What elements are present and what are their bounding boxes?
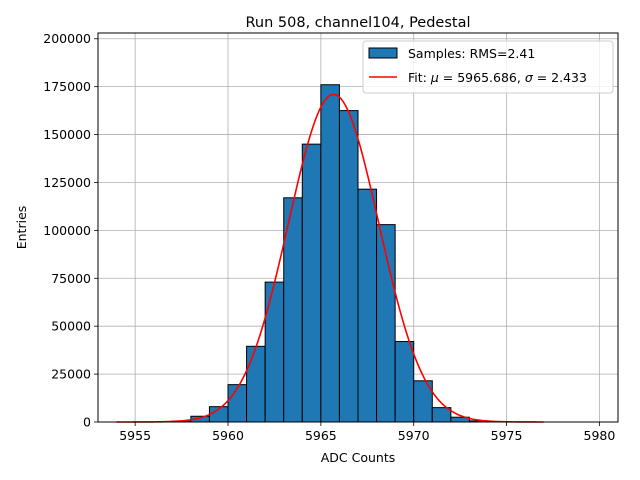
histogram-bar [357, 188, 378, 423]
y-tick-label: 200000 [43, 31, 91, 46]
histogram-bar [338, 110, 359, 423]
histogram-bar [394, 341, 415, 423]
fit-curve [116, 93, 544, 423]
histogram-bar [320, 84, 340, 423]
legend-label-fit: Fit: μ = 5965.686, σ = 2.433 [408, 70, 587, 85]
y-tick-label: 150000 [43, 127, 91, 142]
chart-title: Run 508, channel104, Pedestal [245, 15, 470, 31]
legend-swatch-samples [368, 47, 398, 59]
x-axis: 5955 5960 5965 5970 5975 5980 [119, 422, 615, 443]
x-tick-label: 5965 [305, 428, 337, 443]
y-tick-label: 100000 [43, 223, 91, 238]
legend: Samples: RMS=2.41 Fit: μ = 5965.686, σ =… [362, 40, 614, 94]
y-tick-label: 25000 [51, 367, 91, 382]
y-axis-label: Entries [14, 206, 29, 250]
y-tick-label: 75000 [51, 271, 91, 286]
y-tick-label: 50000 [51, 319, 91, 334]
histogram-bar [246, 345, 266, 423]
x-tick-label: 5955 [119, 428, 151, 443]
x-tick-label: 5980 [584, 428, 616, 443]
y-tick-label: 125000 [43, 175, 91, 190]
x-tick-label: 5970 [398, 428, 430, 443]
histogram-bar [301, 143, 322, 423]
histogram-bar [227, 384, 248, 423]
x-tick-label: 5975 [491, 428, 523, 443]
legend-label-samples: Samples: RMS=2.41 [408, 46, 535, 61]
y-tick-label: 175000 [43, 79, 91, 94]
y-tick-label: 0 [83, 415, 91, 430]
x-tick-label: 5960 [212, 428, 244, 443]
x-axis-label: ADC Counts [321, 450, 396, 465]
histogram-bar [264, 281, 285, 423]
plot-frame [97, 32, 619, 423]
legend-box [362, 40, 614, 94]
y-axis: 0 25000 50000 75000 100000 125000 150000 175000… [43, 31, 98, 430]
histogram-bars [171, 84, 489, 423]
histogram-bar [431, 407, 452, 423]
